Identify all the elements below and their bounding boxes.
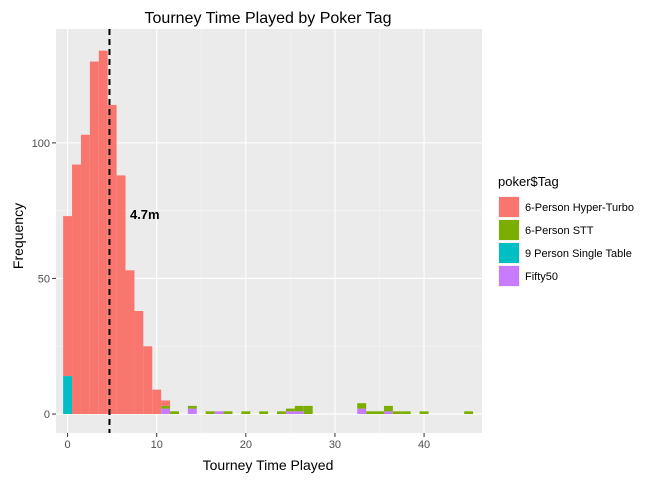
x-axis-title: Tourney Time Played [203, 457, 334, 473]
bar-6-person-stt [161, 405, 171, 409]
bar-6-person-stt [294, 405, 304, 412]
bar-6-person-hyper-turbo [125, 270, 135, 415]
mean-label: 4.7m [130, 207, 160, 222]
legend-label: 9 Person Single Table [525, 248, 632, 260]
x-tick-label: 10 [151, 439, 163, 451]
legend-label: 6-Person Hyper-Turbo [525, 202, 634, 214]
legend: poker$Tag 6-Person Hyper-Turbo 6-Person S… [498, 174, 634, 287]
mean-line-layer: 4.7m [108, 29, 160, 433]
y-axis: 0 50 100 [32, 138, 56, 421]
bar-6-person-stt [187, 405, 197, 409]
bar-fifty50 [214, 411, 224, 415]
x-axis: 0 10 20 30 40 [65, 433, 430, 451]
bar-6-person-stt [375, 411, 384, 415]
x-tick-label: 30 [329, 439, 341, 451]
y-tick-label: 50 [38, 273, 50, 285]
x-tick-label: 20 [240, 439, 252, 451]
bar-6-person-stt [205, 411, 215, 415]
bar-6-person-stt [464, 411, 474, 415]
legend-label: 6-Person STT [525, 225, 594, 237]
y-tick-label: 0 [44, 409, 50, 421]
bar-6-person-hyper-turbo [161, 400, 171, 406]
bar-fifty50 [357, 408, 367, 415]
legend-title: poker$Tag [498, 174, 559, 189]
bar-fifty50 [383, 411, 393, 415]
bar-6-person-hyper-turbo [80, 134, 90, 415]
histogram-bars [63, 50, 474, 415]
bar-6-person-stt [303, 405, 313, 415]
bar-6-person-hyper-turbo [72, 164, 81, 415]
x-tick-label: 0 [65, 439, 71, 451]
legend-swatch [499, 197, 519, 217]
legend-swatch [499, 243, 519, 263]
legend-swatch [499, 220, 519, 240]
bar-6-person-stt [277, 411, 286, 415]
bar-6-person-stt [357, 403, 367, 409]
bar-9-person-single-table [63, 376, 73, 415]
bar-6-person-stt [259, 411, 269, 415]
bar-fifty50 [161, 408, 171, 415]
bar-6-person-stt [419, 411, 429, 415]
bar-6-person-hyper-turbo [107, 104, 117, 415]
x-tick-label: 40 [418, 439, 430, 451]
y-axis-title: Frequency [10, 203, 26, 269]
bar-6-person-hyper-turbo [63, 216, 73, 377]
bar-6-person-stt [366, 411, 376, 415]
bar-6-person-hyper-turbo [116, 175, 126, 415]
bar-6-person-hyper-turbo [152, 389, 162, 415]
bar-6-person-stt [170, 411, 179, 415]
bar-6-person-stt [383, 405, 393, 412]
legend-swatch [499, 266, 519, 286]
bar-6-person-hyper-turbo [143, 346, 153, 415]
bar-6-person-hyper-turbo [89, 61, 99, 415]
bar-fifty50 [294, 411, 304, 415]
bar-fifty50 [285, 411, 295, 415]
y-tick-label: 100 [32, 138, 50, 150]
bar-6-person-stt [285, 408, 295, 412]
bar-6-person-stt [241, 411, 251, 415]
bar-6-person-stt [392, 411, 402, 415]
bar-6-person-stt [223, 411, 233, 415]
bar-fifty50 [187, 408, 197, 415]
bar-6-person-hyper-turbo [98, 50, 108, 415]
bar-6-person-hyper-turbo [134, 310, 144, 415]
chart-title: Tourney Time Played by Poker Tag [145, 10, 392, 27]
bar-6-person-stt [401, 411, 411, 415]
legend-label: Fifty50 [525, 271, 558, 283]
